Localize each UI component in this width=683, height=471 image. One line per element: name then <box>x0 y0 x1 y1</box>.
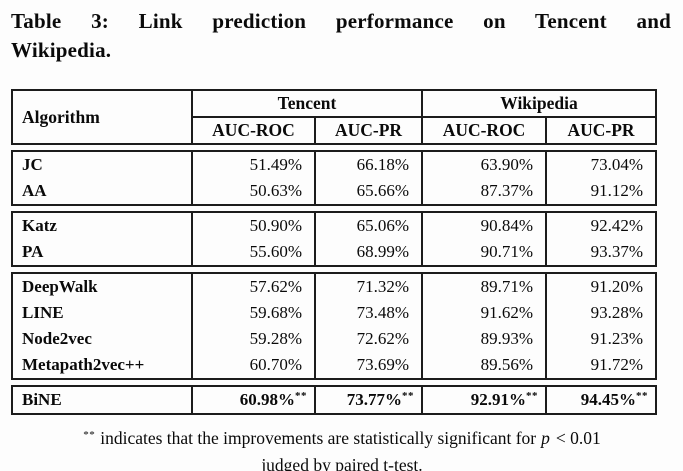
algorithm-name: Node2vec <box>22 329 92 348</box>
significance-marker: ** <box>402 390 414 402</box>
value-cell: 73.77%** <box>314 386 422 414</box>
value-cell: 93.28% <box>545 300 656 326</box>
value-cell: 91.23% <box>545 326 656 352</box>
value-cell: 66.18% <box>314 151 422 178</box>
value-cell: 90.71% <box>421 239 546 266</box>
table-row: Katz 50.90% 65.06% 90.84% 92.42% <box>12 212 656 239</box>
value-cell: 60.98%** <box>191 386 315 414</box>
results-table: Algorithm Tencent Wikipedia AUC-ROC AUC-… <box>11 89 672 415</box>
algorithm-name: JC <box>22 155 43 174</box>
value-cell: 63.90% <box>421 151 546 178</box>
value-cell: 87.37% <box>421 178 546 205</box>
algorithm-name: Metapath2vec++ <box>22 355 145 374</box>
value-cell: 94.45%** <box>545 386 656 414</box>
footnote-text: indicates that the improvements are stat… <box>100 428 537 448</box>
column-header-wikipedia-auc-pr: AUC-PR <box>545 117 657 144</box>
table-group-neighborhood: JC 51.49% 66.18% 63.90% 73.04% AA 50.63%… <box>11 150 657 206</box>
table-row: Node2vec 59.28% 72.62% 89.93% 91.23% <box>12 326 656 352</box>
column-header-algorithm: Algorithm <box>22 106 100 127</box>
value-cell: 89.71% <box>421 273 546 300</box>
column-header-tencent-auc-pr: AUC-PR <box>313 117 423 144</box>
value-cell: 91.12% <box>545 178 656 205</box>
significance-marker: ** <box>636 390 648 402</box>
value-cell: 91.72% <box>545 352 656 379</box>
value-cell: 71.32% <box>314 273 422 300</box>
value-cell: 68.99% <box>314 239 422 266</box>
value-cell: 73.04% <box>545 151 656 178</box>
table-caption-line2: Wikipedia. <box>11 38 112 62</box>
value-cell: 57.62% <box>191 273 315 300</box>
algorithm-name: BiNE <box>22 390 62 409</box>
column-header-wikipedia-auc-roc: AUC-ROC <box>421 117 547 144</box>
significance-marker: ** <box>526 390 538 402</box>
value-cell: 50.90% <box>191 212 315 239</box>
value-cell: 55.60% <box>191 239 315 266</box>
column-group-tencent: Tencent <box>190 90 423 118</box>
value-cell: 90.84% <box>421 212 546 239</box>
value-cell: 89.93% <box>421 326 546 352</box>
value-cell: 51.49% <box>191 151 315 178</box>
table-row: JC 51.49% 66.18% 63.90% 73.04% <box>12 151 656 178</box>
value-cell: 73.69% <box>314 352 422 379</box>
value-cell: 91.62% <box>421 300 546 326</box>
table-group-path-based: Katz 50.90% 65.06% 90.84% 92.42% PA 55.6… <box>11 211 657 267</box>
algorithm-name: Katz <box>22 216 57 235</box>
column-group-wikipedia: Wikipedia <box>421 90 657 118</box>
table-group-bine: BiNE 60.98%** 73.77%** 92.91%** 94.45%** <box>11 385 657 415</box>
value-cell: 50.63% <box>191 178 315 205</box>
value-cell: 60.70% <box>191 352 315 379</box>
table-group-embedding: DeepWalk 57.62% 71.32% 89.71% 91.20% LIN… <box>11 272 657 380</box>
table-row: DeepWalk 57.62% 71.32% 89.71% 91.20% <box>12 273 656 300</box>
significance-marker: ** <box>83 429 96 441</box>
value-cell: 92.91%** <box>421 386 546 414</box>
algorithm-name: LINE <box>22 303 64 322</box>
footnote-text: < 0.01 <box>555 428 601 448</box>
value-cell: 65.66% <box>314 178 422 205</box>
table-row: AA 50.63% 65.66% 87.37% 91.12% <box>12 178 656 205</box>
value-cell: 72.62% <box>314 326 422 352</box>
table-row: LINE 59.68% 73.48% 91.62% 93.28% <box>12 300 656 326</box>
algorithm-name: AA <box>22 181 47 200</box>
value-cell: 91.20% <box>545 273 656 300</box>
value-cell: 65.06% <box>314 212 422 239</box>
value-cell: 92.42% <box>545 212 656 239</box>
table-row-bine: BiNE 60.98%** 73.77%** 92.91%** 94.45%** <box>12 386 656 414</box>
table-header-section: Algorithm Tencent Wikipedia AUC-ROC AUC-… <box>11 89 658 145</box>
table-row: Metapath2vec++ 60.70% 73.69% 89.56% 91.7… <box>12 352 656 379</box>
value-cell: 93.37% <box>545 239 656 266</box>
footnote-line2: judged by paired t-test. <box>261 455 423 471</box>
table-footnote: ** indicates that the improvements are st… <box>11 425 673 471</box>
p-symbol: p <box>541 428 550 448</box>
value-cell: 73.48% <box>314 300 422 326</box>
table-caption: Table 3: Link prediction performance on … <box>11 7 671 65</box>
table-row: PA 55.60% 68.99% 90.71% 93.37% <box>12 239 656 266</box>
algorithm-name: DeepWalk <box>22 277 98 296</box>
value-cell: 59.68% <box>191 300 315 326</box>
value-cell: 89.56% <box>421 352 546 379</box>
footnote-line1: ** indicates that the improvements are st… <box>11 425 673 452</box>
value-cell: 59.28% <box>191 326 315 352</box>
algorithm-name: PA <box>22 242 44 261</box>
column-header-tencent-auc-roc: AUC-ROC <box>191 117 315 144</box>
table-caption-line1: Table 3: Link prediction performance on … <box>11 9 671 33</box>
significance-marker: ** <box>295 390 307 402</box>
